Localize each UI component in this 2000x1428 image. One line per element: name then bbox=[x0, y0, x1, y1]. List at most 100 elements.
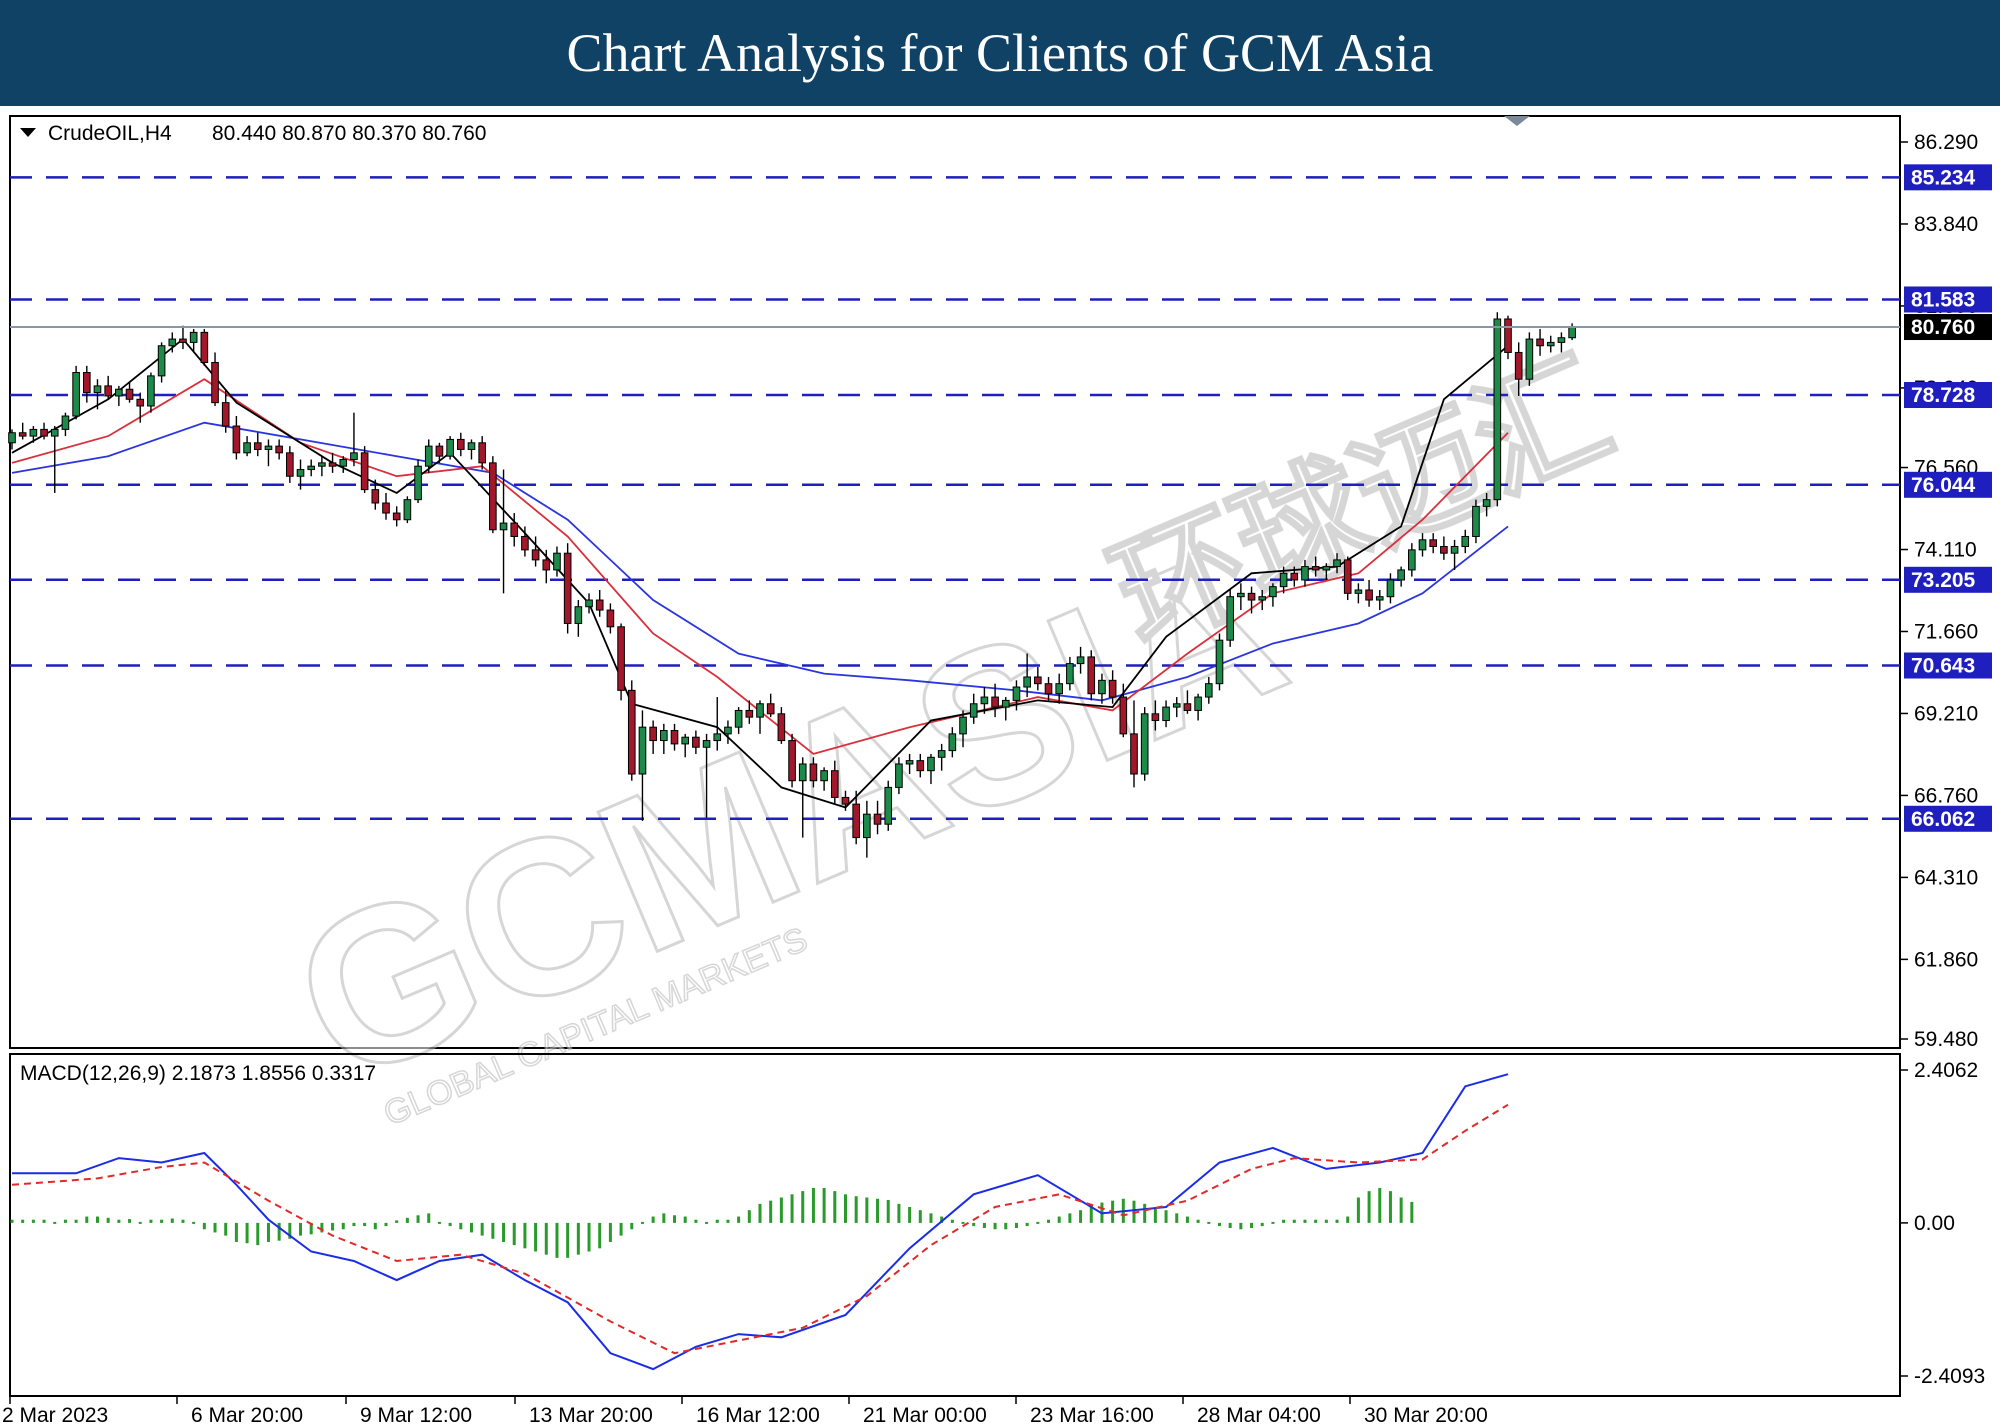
candle-body bbox=[1183, 703, 1192, 711]
candle bbox=[820, 767, 828, 791]
candle bbox=[521, 526, 529, 557]
candle-body bbox=[1322, 566, 1331, 571]
candle bbox=[1140, 707, 1149, 781]
y-tick-label: 83.840 bbox=[1914, 213, 1978, 236]
chart-banner: Chart Analysis for Clients of GCM Asia bbox=[0, 0, 2000, 106]
candle bbox=[200, 329, 209, 366]
candle bbox=[1044, 676, 1053, 701]
candle-body bbox=[1504, 318, 1512, 353]
candle bbox=[1397, 566, 1405, 587]
candle bbox=[895, 757, 903, 795]
candle-body bbox=[446, 438, 454, 457]
candle-body bbox=[1365, 589, 1373, 601]
candle bbox=[1055, 673, 1064, 704]
candle-body bbox=[1461, 535, 1470, 548]
candle-body bbox=[403, 499, 412, 521]
price-panel-frame bbox=[9, 115, 1901, 1049]
candle bbox=[1536, 329, 1544, 356]
candle-body bbox=[1343, 559, 1352, 594]
candle-body bbox=[1354, 589, 1363, 594]
macd-panel-frame bbox=[9, 1053, 1901, 1397]
candle bbox=[1450, 539, 1459, 570]
chart-shift-marker bbox=[1504, 116, 1530, 126]
candle-body bbox=[638, 726, 647, 775]
y-tick-label: 61.860 bbox=[1914, 948, 1978, 971]
candle bbox=[467, 439, 476, 460]
candle bbox=[1258, 589, 1267, 611]
candle bbox=[104, 375, 112, 400]
candle-body bbox=[307, 465, 316, 471]
y-tick-label: 64.310 bbox=[1914, 866, 1978, 889]
candle-body bbox=[585, 599, 593, 608]
candle-body bbox=[745, 709, 754, 718]
x-tick-label: 21 Mar 00:00 bbox=[863, 1404, 987, 1427]
symbol-dropdown-icon[interactable] bbox=[20, 128, 36, 137]
candle bbox=[1408, 543, 1416, 577]
candle-body bbox=[991, 696, 999, 708]
candle-body bbox=[531, 549, 540, 561]
candle-body bbox=[1301, 566, 1309, 581]
candle-body bbox=[392, 512, 401, 521]
candle bbox=[1034, 666, 1042, 691]
candle-body bbox=[115, 388, 123, 397]
candle bbox=[1226, 589, 1234, 647]
candle-body bbox=[1482, 499, 1491, 507]
candle bbox=[959, 710, 967, 748]
level-tag bbox=[1904, 382, 1992, 409]
candle-body bbox=[510, 522, 519, 537]
candle bbox=[873, 800, 882, 835]
candle bbox=[670, 723, 679, 751]
candle bbox=[1461, 529, 1470, 554]
candle-body bbox=[82, 372, 91, 394]
signal-line bbox=[11, 1103, 1509, 1355]
candle-body bbox=[29, 428, 38, 437]
candle-body bbox=[574, 606, 583, 624]
candle-body bbox=[61, 415, 70, 430]
candle bbox=[1001, 697, 1010, 721]
symbol-header[interactable]: CrudeOIL,H4 80.440 80.870 80.370 80.760 bbox=[20, 122, 486, 145]
candle-body bbox=[1568, 326, 1576, 339]
candle-body bbox=[1194, 696, 1202, 711]
candle-body bbox=[1546, 341, 1555, 347]
candle-body bbox=[1258, 596, 1267, 601]
candle-body bbox=[435, 445, 444, 457]
candle-body bbox=[318, 462, 326, 467]
candle-body bbox=[1044, 683, 1053, 695]
candle bbox=[1087, 650, 1096, 701]
candle-body bbox=[243, 442, 251, 454]
candle bbox=[948, 727, 957, 758]
candle bbox=[382, 492, 390, 520]
candle bbox=[606, 603, 615, 634]
candle bbox=[542, 549, 551, 584]
level-tag bbox=[1904, 471, 1992, 498]
candle-body bbox=[905, 760, 914, 765]
level-tag-label: 78.728 bbox=[1911, 384, 1976, 407]
candle bbox=[478, 436, 486, 470]
candle bbox=[72, 365, 80, 420]
candle-body bbox=[1386, 579, 1395, 598]
candle bbox=[1429, 533, 1438, 554]
candle bbox=[392, 506, 401, 527]
candle bbox=[585, 593, 593, 614]
price-axis: 86.29083.84081.39078.94076.56074.11071.6… bbox=[1900, 131, 1992, 1051]
candle-body bbox=[948, 733, 957, 752]
macd-panel: 2.4062 0.00 -2.4093 MACD(12,26,9) 2.1873 1… bbox=[9, 1053, 1985, 1397]
candle-body bbox=[275, 445, 283, 454]
candle bbox=[1151, 700, 1160, 731]
candle-body bbox=[1076, 656, 1085, 665]
candle bbox=[1311, 556, 1320, 577]
candle-body bbox=[702, 740, 711, 748]
y-tick-label: 74.110 bbox=[1914, 539, 1977, 562]
x-tick-label: 16 Mar 12:00 bbox=[696, 1404, 820, 1427]
candle-body bbox=[1450, 546, 1459, 554]
candle bbox=[1440, 536, 1448, 560]
candle bbox=[927, 753, 935, 785]
candle-body bbox=[1557, 337, 1566, 343]
macd-y-tick-label: -2.4093 bbox=[1914, 1365, 1985, 1388]
x-tick-label: 30 Mar 20:00 bbox=[1364, 1404, 1488, 1427]
candle bbox=[863, 800, 871, 858]
macd-title: MACD(12,26,9) 2.1873 1.8556 0.3317 bbox=[20, 1062, 376, 1085]
candle bbox=[916, 753, 925, 778]
candle-body bbox=[1408, 549, 1416, 571]
candle bbox=[510, 513, 519, 547]
